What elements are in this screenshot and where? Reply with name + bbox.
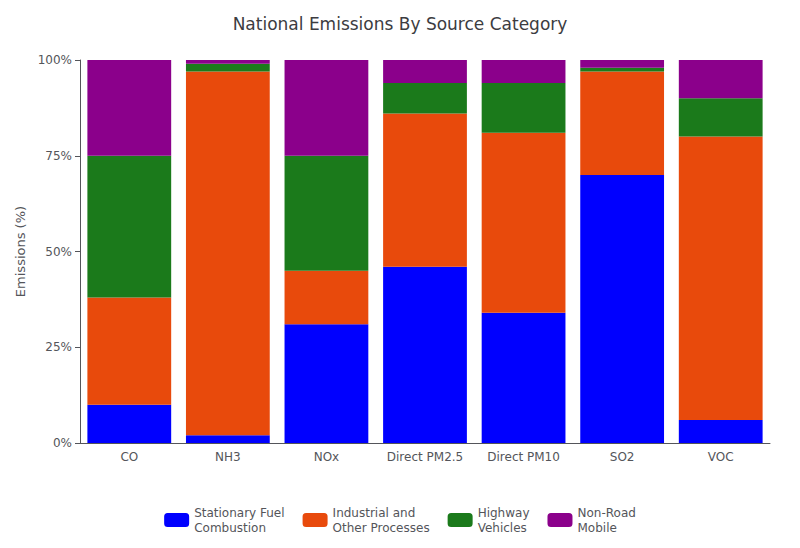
svg-text:Mobile: Mobile — [577, 521, 616, 535]
svg-text:75%: 75% — [45, 149, 72, 163]
svg-text:SO2: SO2 — [610, 450, 635, 464]
svg-text:Direct PM2.5: Direct PM2.5 — [387, 450, 463, 464]
svg-text:0%: 0% — [53, 436, 72, 450]
svg-text:NOx: NOx — [314, 450, 340, 464]
svg-text:Highway: Highway — [478, 506, 530, 520]
svg-text:VOC: VOC — [708, 450, 734, 464]
svg-text:Non-Road: Non-Road — [577, 506, 635, 520]
svg-text:CO: CO — [120, 450, 138, 464]
svg-text:100%: 100% — [38, 53, 72, 67]
svg-text:NH3: NH3 — [215, 450, 241, 464]
svg-text:50%: 50% — [45, 245, 72, 259]
svg-text:Stationary Fuel: Stationary Fuel — [194, 506, 284, 520]
svg-text:Combustion: Combustion — [194, 521, 266, 535]
svg-text:Other Processes: Other Processes — [333, 521, 430, 535]
svg-text:25%: 25% — [45, 340, 72, 354]
svg-text:Vehicles: Vehicles — [478, 521, 527, 535]
svg-text:Industrial and: Industrial and — [333, 506, 416, 520]
svg-text:Emissions (%): Emissions (%) — [13, 206, 28, 297]
svg-text:National Emissions By Source C: National Emissions By Source Category — [233, 14, 568, 34]
svg-text:Direct PM10: Direct PM10 — [487, 450, 560, 464]
